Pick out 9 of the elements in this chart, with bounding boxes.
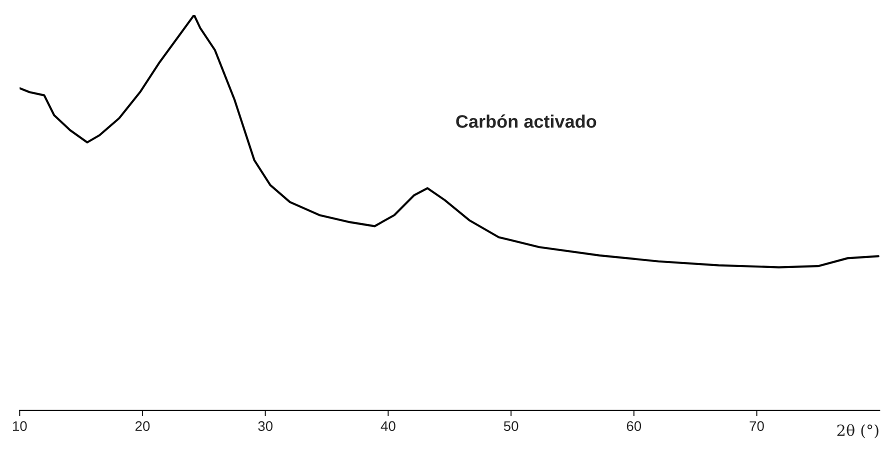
x-tick-label: 40: [380, 421, 396, 432]
x-tick-label: 10: [12, 421, 27, 432]
x-tick-label: 30: [258, 421, 273, 432]
x-axis-title: 2θ (°): [837, 424, 878, 438]
x-tick-label: 70: [750, 421, 764, 432]
x-tick-label: 50: [504, 421, 518, 432]
x-tick-label: 60: [626, 421, 642, 432]
x-tick-label: 20: [135, 421, 150, 432]
annotation: Carbón activado: [456, 114, 596, 128]
